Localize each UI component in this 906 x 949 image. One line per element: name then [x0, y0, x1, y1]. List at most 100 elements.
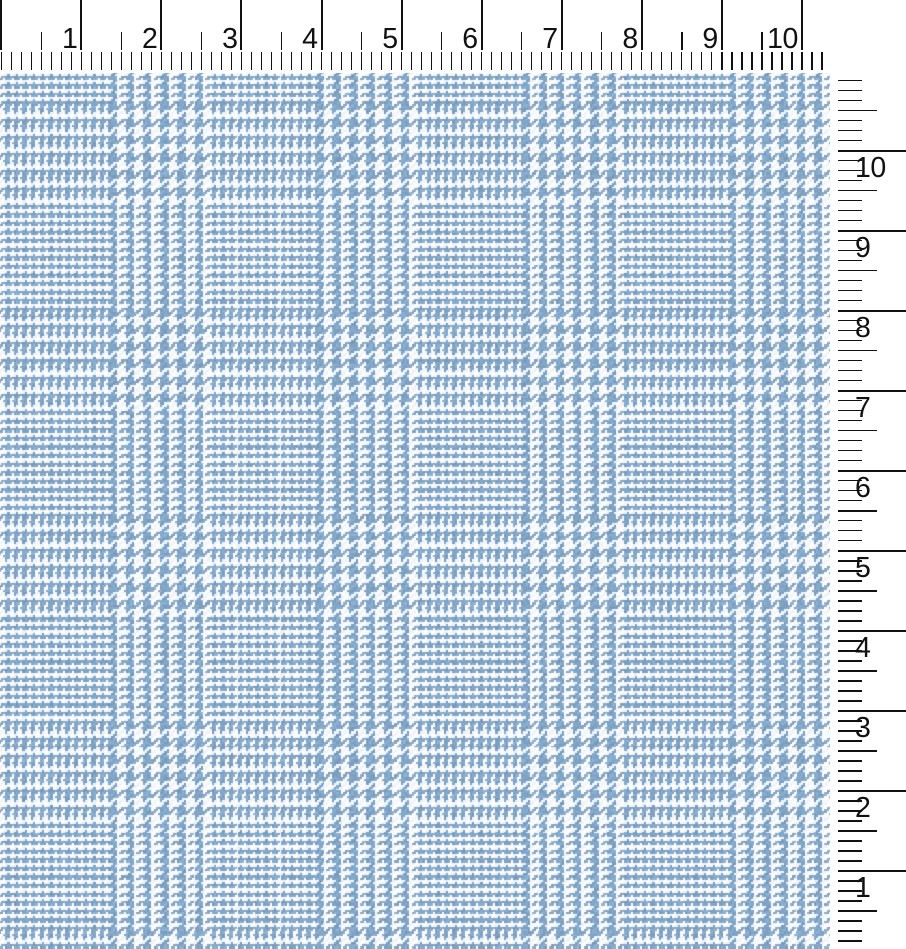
eighth-inch-tick — [838, 640, 862, 642]
eighth-inch-tick — [30, 52, 33, 70]
eighth-inch-tick — [751, 52, 753, 70]
fabric-swatch — [0, 73, 830, 949]
eighth-inch-tick — [838, 710, 862, 712]
eighth-inch-tick — [590, 52, 593, 70]
eighth-inch-tick — [10, 52, 13, 70]
eighth-inch-tick — [791, 52, 793, 70]
eighth-inch-tick — [430, 52, 433, 70]
eighth-inch-tick — [838, 399, 862, 402]
eighth-inch-tick — [550, 52, 553, 70]
eighth-inch-tick — [838, 630, 862, 632]
inch-tick — [480, 0, 483, 50]
eighth-inch-tick — [670, 52, 673, 70]
eighth-inch-tick — [838, 349, 862, 352]
inch-tick — [838, 389, 906, 392]
eighth-inch-tick — [180, 52, 183, 70]
half-inch-tick — [120, 32, 123, 50]
eighth-inch-tick — [570, 52, 573, 70]
eighth-inch-tick — [540, 52, 543, 70]
eighth-inch-tick — [190, 52, 193, 70]
eighth-inch-tick — [630, 52, 633, 70]
ruler-number: 9 — [702, 22, 718, 55]
eighth-inch-tick — [340, 52, 343, 70]
eighth-inch-tick — [771, 52, 773, 70]
eighth-inch-tick — [838, 740, 862, 742]
eighth-inch-tick — [700, 52, 703, 70]
eighth-inch-tick — [320, 52, 323, 70]
inch-tick — [240, 0, 243, 50]
eighth-inch-tick — [90, 52, 93, 70]
eighth-inch-tick — [510, 52, 513, 70]
eighth-inch-tick — [40, 52, 43, 70]
eighth-inch-tick — [838, 259, 862, 262]
eighth-inch-tick — [0, 52, 3, 70]
eighth-inch-tick — [838, 129, 862, 132]
inch-tick — [838, 149, 906, 152]
eighth-inch-tick — [838, 529, 862, 532]
eighth-inch-tick — [838, 720, 862, 722]
eighth-inch-tick — [838, 519, 862, 522]
eighth-inch-tick — [160, 52, 163, 70]
eighth-inch-tick — [838, 469, 862, 472]
half-inch-tick — [760, 32, 763, 50]
eighth-inch-tick — [360, 52, 363, 70]
ruler-number: 4 — [855, 632, 871, 665]
eighth-inch-tick — [838, 329, 862, 332]
inch-tick — [320, 0, 323, 50]
eighth-inch-tick — [838, 610, 862, 612]
eighth-inch-tick — [838, 509, 862, 512]
eighth-inch-tick — [130, 52, 133, 70]
top-ruler: 1 2 3 4 5 6 7 8 9 10 — [0, 0, 906, 73]
inch-tick — [838, 549, 906, 552]
ruler-number: 3 — [222, 22, 238, 55]
eighth-inch-tick — [838, 840, 862, 842]
eighth-inch-tick — [838, 800, 862, 802]
eighth-inch-tick — [240, 52, 243, 70]
eighth-inch-tick — [838, 319, 862, 322]
eighth-inch-tick — [690, 52, 693, 70]
eighth-inch-tick — [580, 52, 583, 70]
eighth-inch-tick — [838, 109, 862, 112]
eighth-inch-tick — [721, 52, 723, 70]
eighth-inch-tick — [838, 429, 862, 432]
half-inch-tick — [440, 32, 443, 50]
ruler-number: 8 — [855, 312, 871, 345]
eighth-inch-tick — [380, 52, 383, 70]
eighth-inch-tick — [20, 52, 23, 70]
inch-tick — [838, 309, 906, 312]
eighth-inch-tick — [838, 860, 862, 862]
inch-tick — [80, 0, 83, 50]
eighth-inch-tick — [838, 359, 862, 362]
eighth-inch-tick — [741, 52, 743, 70]
eighth-inch-tick — [350, 52, 353, 70]
inch-tick — [400, 0, 403, 50]
eighth-inch-tick — [460, 52, 463, 70]
eighth-inch-tick — [838, 119, 862, 122]
eighth-inch-tick — [80, 52, 83, 70]
eighth-inch-tick — [838, 389, 862, 392]
ruler-number: 10 — [855, 152, 886, 184]
ruler-number: 5 — [382, 22, 398, 55]
right-ruler: 10 9 8 7 6 5 4 3 2 1 — [830, 0, 906, 949]
ruler-number: 3 — [855, 712, 871, 745]
eighth-inch-tick — [838, 309, 862, 312]
eighth-inch-tick — [650, 52, 653, 70]
inch-tick — [640, 0, 643, 50]
eighth-inch-tick — [838, 139, 862, 142]
eighth-inch-tick — [838, 209, 862, 212]
eighth-inch-tick — [450, 52, 453, 70]
eighth-inch-tick — [731, 52, 733, 70]
eighth-inch-tick — [838, 670, 862, 672]
eighth-inch-tick — [620, 52, 623, 70]
eighth-inch-tick — [100, 52, 103, 70]
ruler-number: 6 — [855, 472, 871, 505]
half-inch-tick — [360, 32, 363, 50]
eighth-inch-tick — [280, 52, 283, 70]
eighth-inch-tick — [838, 940, 862, 942]
eighth-inch-tick — [838, 369, 862, 372]
eighth-inch-tick — [838, 620, 862, 622]
eighth-inch-tick — [838, 419, 862, 422]
inch-tick — [838, 789, 906, 792]
ruler-number: 9 — [855, 232, 871, 265]
